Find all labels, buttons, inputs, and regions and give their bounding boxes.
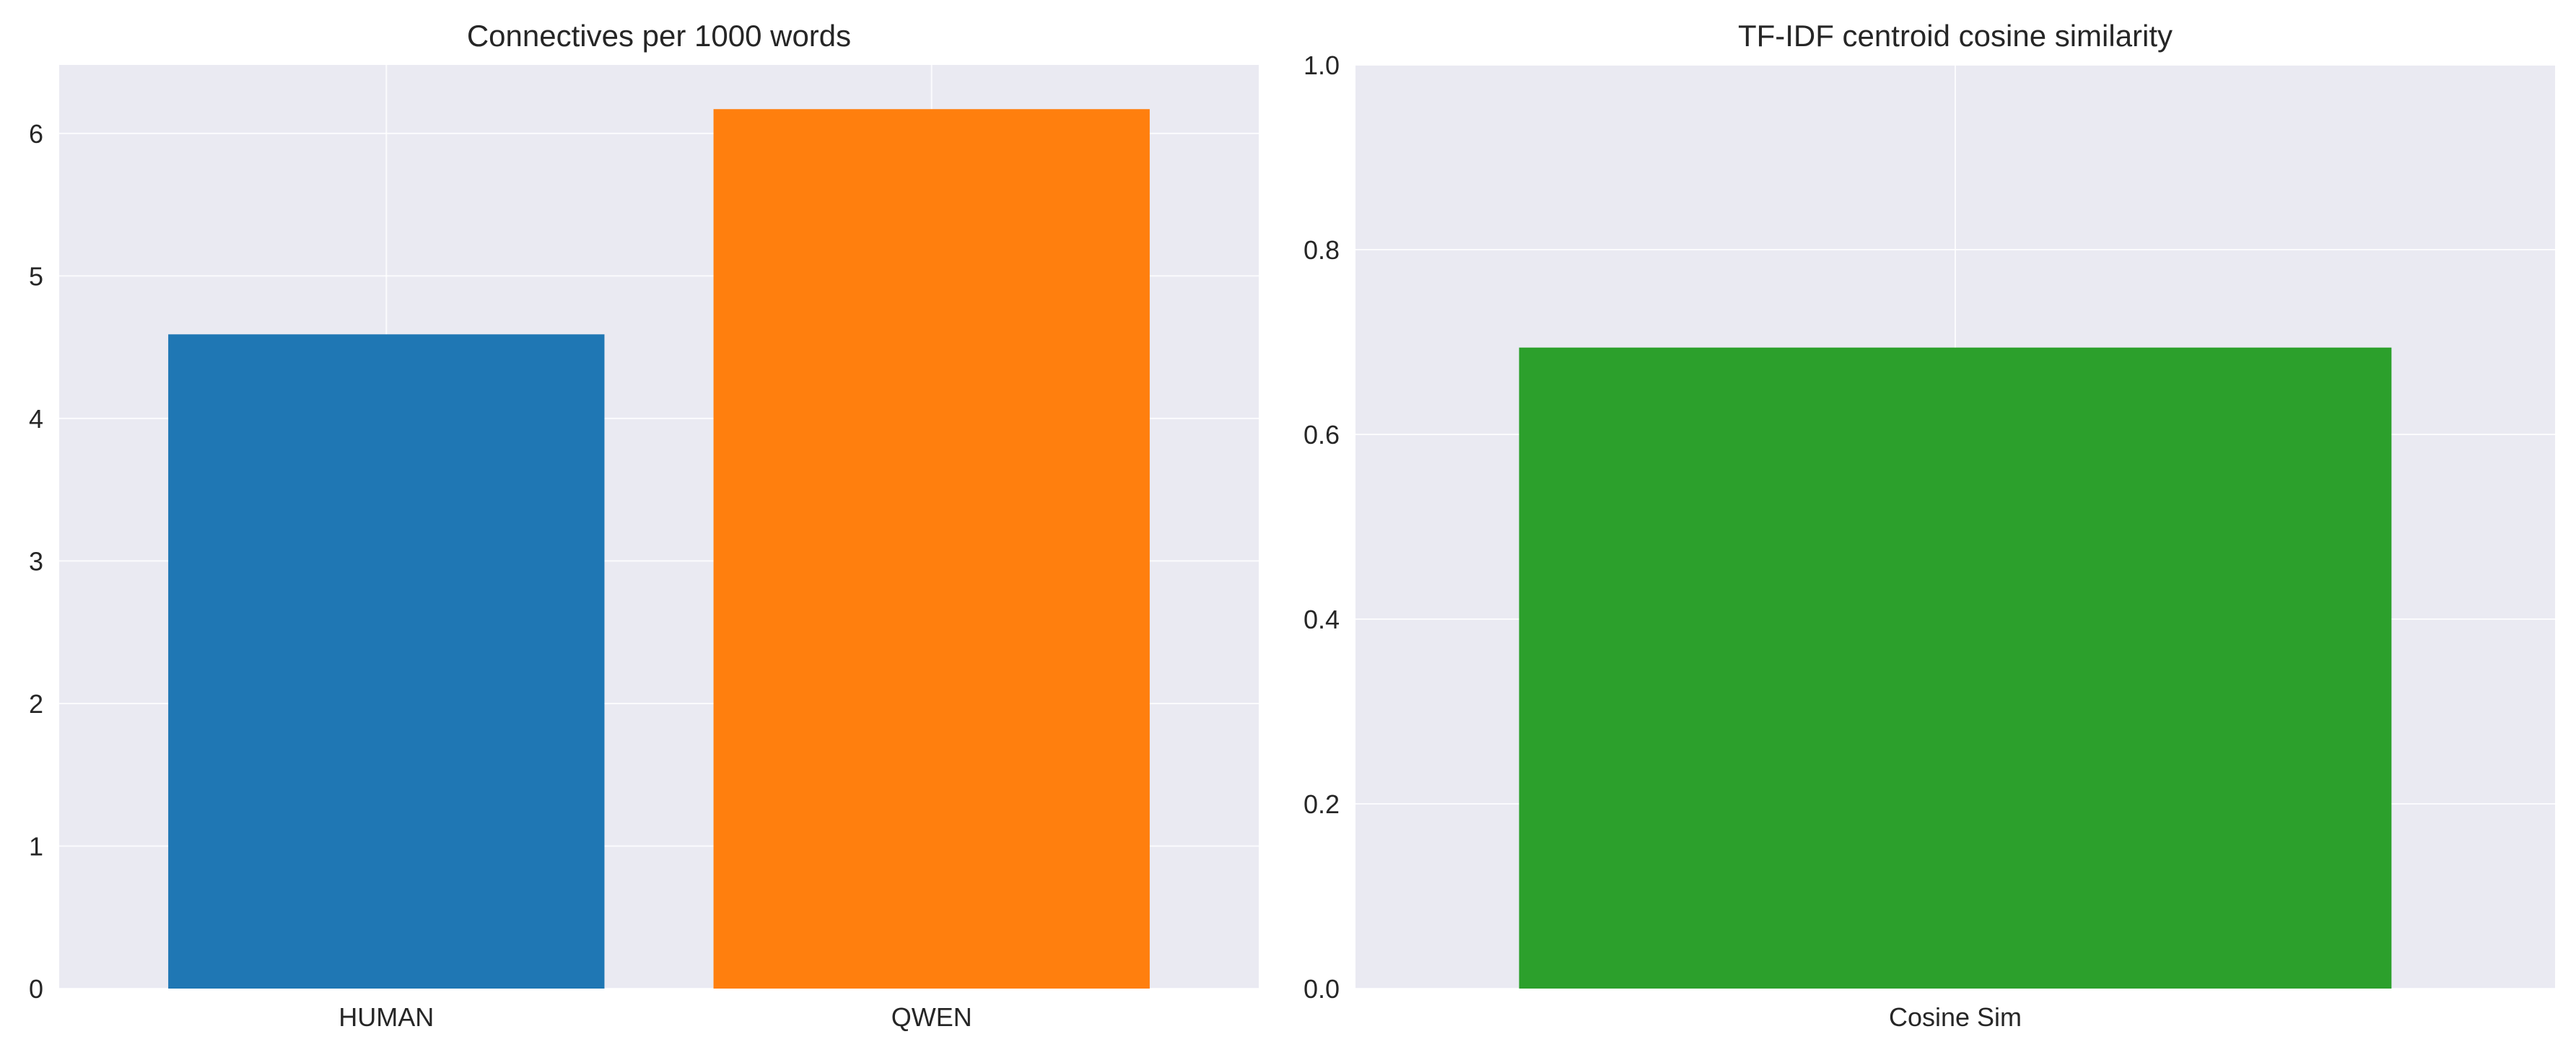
- cosine-bars: [1519, 347, 2392, 989]
- connectives-y-tick-labels: 0 1 2 3 4 5 6: [29, 119, 43, 1004]
- cosine-y-tick-label: 0.8: [1304, 235, 1340, 265]
- bar-qwen: [713, 109, 1150, 989]
- cosine-y-tick-label: 1.0: [1304, 51, 1340, 80]
- cosine-chart-title: TF-IDF centroid cosine similarity: [1738, 19, 2173, 53]
- connectives-y-tick-label: 6: [29, 119, 43, 149]
- cosine-x-tick-labels: Cosine Sim: [1889, 1002, 2022, 1032]
- connectives-x-tick-label: QWEN: [891, 1002, 972, 1032]
- connectives-y-tick-label: 3: [29, 546, 43, 576]
- cosine-x-tick-label: Cosine Sim: [1889, 1002, 2022, 1032]
- connectives-y-tick-label: 1: [29, 831, 43, 861]
- cosine-y-tick-label: 0.6: [1304, 420, 1340, 450]
- connectives-y-tick-label: 2: [29, 689, 43, 719]
- cosine-y-tick-label: 0.2: [1304, 789, 1340, 819]
- cosine-y-tick-label: 0.4: [1304, 605, 1340, 634]
- cosine-y-tick-label: 0.0: [1304, 974, 1340, 1004]
- bar-cosine-sim: [1519, 347, 2392, 989]
- bar-human: [168, 334, 605, 989]
- connectives-y-tick-label: 0: [29, 974, 43, 1004]
- connectives-y-tick-label: 4: [29, 404, 43, 434]
- cosine-similarity-chart: 0.0 0.2 0.4 0.6 0.8 1.0 Cosine Sim TF-IDF cen…: [1304, 19, 2555, 1032]
- connectives-x-tick-labels: HUMAN QWEN: [339, 1002, 972, 1032]
- connectives-y-tick-label: 5: [29, 261, 43, 291]
- connectives-chart: 0 1 2 3 4 5 6 HUMAN QWEN Connectives per 1000 w…: [29, 19, 1259, 1032]
- cosine-y-tick-labels: 0.0 0.2 0.4 0.6 0.8 1.0: [1304, 51, 1340, 1004]
- connectives-x-tick-label: HUMAN: [339, 1002, 434, 1032]
- connectives-chart-title: Connectives per 1000 words: [467, 19, 851, 53]
- connectives-bars: [168, 109, 1150, 989]
